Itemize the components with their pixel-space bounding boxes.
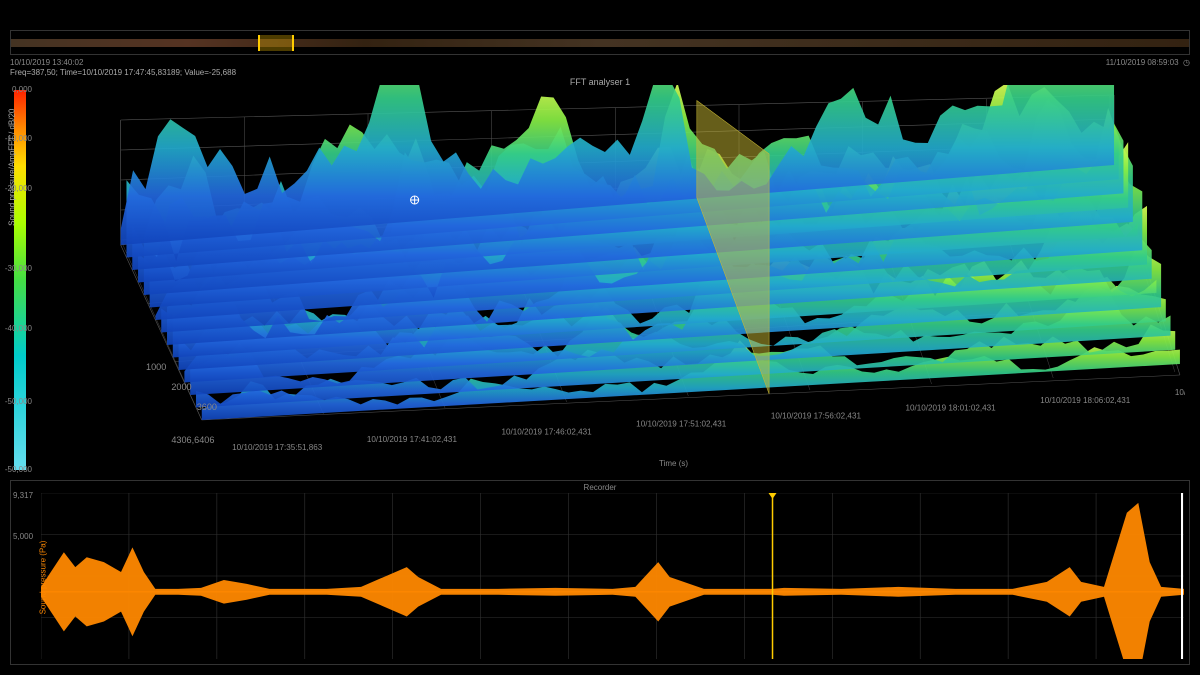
x-axis-title: Time (s) bbox=[659, 459, 688, 468]
svg-text:10/10/2019 17:56:02,431: 10/10/2019 17:56:02,431 bbox=[771, 412, 862, 421]
recorder-title: Recorder bbox=[584, 483, 617, 492]
timeline-track bbox=[11, 39, 1189, 47]
fft-analyser-panel: FFT analyser 1 Sound pressure/AmpFFT / d… bbox=[10, 75, 1190, 470]
colorbar: Sound pressure/AmpFFT / dB/20 bbox=[14, 90, 26, 470]
timeline-start-label: 10/10/2019 13:40:02 bbox=[10, 58, 83, 67]
svg-text:10/10/2019 18:14:02,431: 10/10/2019 18:14:02,431 bbox=[1175, 388, 1185, 397]
svg-text:4306,6406: 4306,6406 bbox=[171, 435, 214, 445]
svg-text:10/10/2019 17:46:02,431: 10/10/2019 17:46:02,431 bbox=[502, 427, 593, 436]
svg-text:1000: 1000 bbox=[146, 362, 166, 372]
overview-timeline[interactable] bbox=[10, 30, 1190, 55]
svg-text:10/10/2019 18:06:02,431: 10/10/2019 18:06:02,431 bbox=[1040, 396, 1131, 405]
y-tick-label: -10,000 bbox=[5, 134, 32, 143]
svg-text:3600: 3600 bbox=[197, 402, 217, 412]
timeline-end-label: 11/10/2019 08:59:03 ◷ bbox=[1106, 58, 1190, 67]
recorder-y-tick: 9,317 bbox=[13, 491, 33, 500]
recorder-panel: Recorder Sound pressure (Pa) 9,3175,000 bbox=[10, 480, 1190, 665]
colorbar-axis-label: Sound pressure/AmpFFT / dB/20 bbox=[8, 109, 17, 226]
y-tick-label: -40,000 bbox=[5, 324, 32, 333]
recorder-y-tick: 5,000 bbox=[13, 532, 33, 541]
y-tick-label: -30,000 bbox=[5, 264, 32, 273]
fft-3d-plot[interactable]: 1000 2000 3600 4306,6406 10/10/2019 17:35:51… bbox=[70, 85, 1185, 460]
svg-text:10/10/2019 18:01:02,431: 10/10/2019 18:01:02,431 bbox=[906, 404, 997, 413]
recorder-waveform-plot[interactable] bbox=[41, 493, 1184, 659]
y-tick-label: -20,000 bbox=[5, 184, 32, 193]
svg-text:10/10/2019 17:41:02,431: 10/10/2019 17:41:02,431 bbox=[367, 435, 458, 444]
y-tick-label: -50,000 bbox=[5, 397, 32, 406]
svg-text:10/10/2019 17:51:02,431: 10/10/2019 17:51:02,431 bbox=[636, 419, 727, 428]
svg-text:10/10/2019 17:35:51,863: 10/10/2019 17:35:51,863 bbox=[232, 443, 323, 452]
y-tick-label: 0,000 bbox=[12, 85, 32, 94]
y-tick-label: -50,000 bbox=[5, 465, 32, 474]
svg-text:2000: 2000 bbox=[171, 382, 191, 392]
clock-icon: ◷ bbox=[1181, 58, 1190, 67]
timeline-selection-handle[interactable] bbox=[258, 35, 293, 51]
